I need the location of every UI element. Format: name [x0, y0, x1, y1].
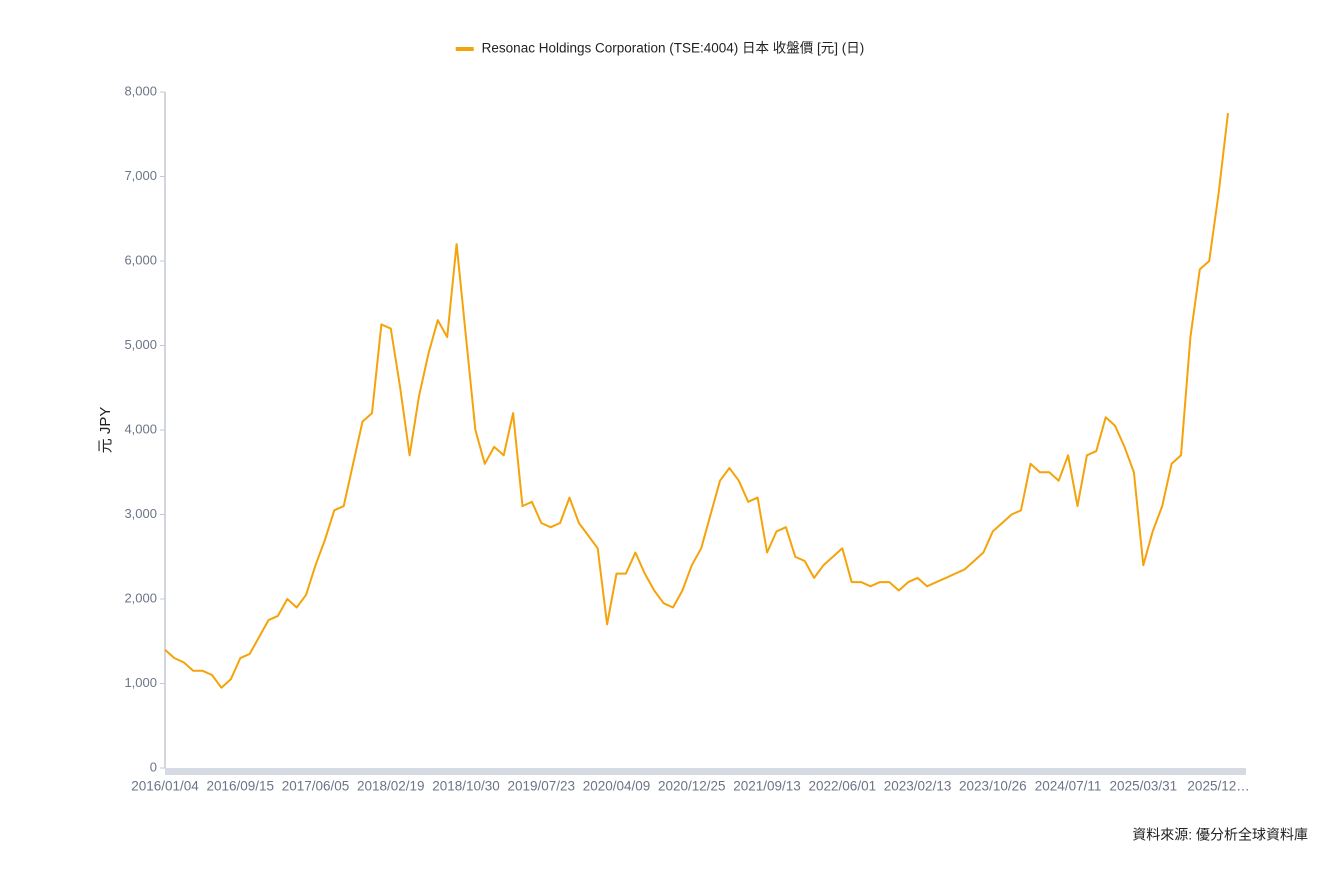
x-tick-label: 2018/02/19: [357, 779, 425, 794]
y-tick-label: 5,000: [124, 337, 157, 352]
x-tick-label: 2020/04/09: [583, 779, 651, 794]
y-tick-label: 0: [150, 759, 157, 774]
x-tick-label: 2025/03/31: [1110, 779, 1178, 794]
x-tick-label: 2018/10/30: [432, 779, 500, 794]
x-tick-label: 2023/10/26: [959, 779, 1027, 794]
source-note: 資料來源: 優分析全球資料庫: [1132, 827, 1308, 843]
x-tick-label: 2016/09/15: [206, 779, 274, 794]
y-axis-label: 元 JPY: [97, 407, 114, 454]
y-tick-label: 6,000: [124, 252, 157, 267]
legend-label: Resonac Holdings Corporation (TSE:4004) …: [482, 41, 865, 56]
y-tick-label: 4,000: [124, 421, 157, 436]
x-tick-label: 2020/12/25: [658, 779, 726, 794]
x-tick-label: 2023/02/13: [884, 779, 952, 794]
x-tick-label: 2017/06/05: [282, 779, 350, 794]
y-tick-label: 8,000: [124, 83, 157, 98]
x-axis-band: [165, 768, 1246, 775]
x-tick-label: 2016/01/04: [131, 779, 199, 794]
x-tick-label: 2024/07/11: [1035, 779, 1102, 794]
y-tick-label: 3,000: [124, 506, 157, 521]
price-line: [164, 112, 1229, 689]
y-tick-label: 7,000: [124, 168, 157, 183]
x-tick-label: 2025/12…: [1187, 779, 1249, 794]
y-tick-label: 2,000: [124, 590, 157, 605]
y-tick-label: 1,000: [124, 675, 157, 690]
x-tick-label: 2022/06/01: [809, 779, 877, 794]
x-tick-label: 2021/09/13: [733, 779, 801, 794]
x-tick-label: 2019/07/23: [507, 779, 575, 794]
